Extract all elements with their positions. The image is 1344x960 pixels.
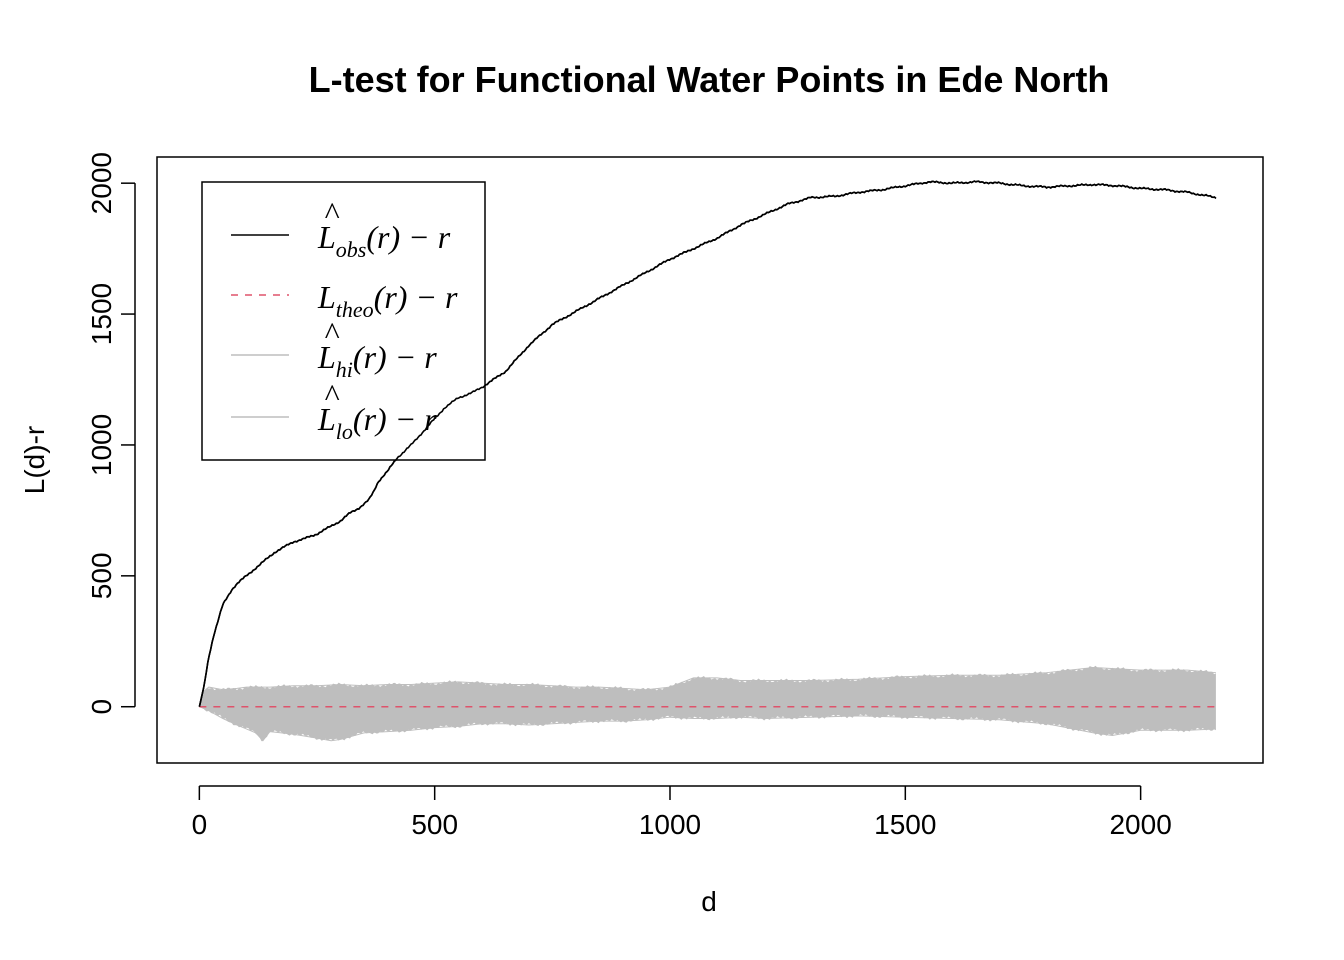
legend-label: Lhi(r) − r — [317, 339, 437, 382]
series-lo-line — [199, 706, 1216, 742]
plot-area — [198, 180, 1217, 742]
legend-label: Ltheo(r) − r — [317, 279, 458, 322]
y-tick-label: 0 — [86, 699, 117, 715]
y-axis-label: L(d)-r — [19, 426, 50, 494]
x-tick-label: 1500 — [874, 809, 936, 840]
x-axis: 0 500 1000 1500 2000 — [192, 785, 1172, 840]
x-axis-label: d — [701, 886, 717, 917]
x-tick-label: 500 — [411, 809, 458, 840]
y-tick-label: 1500 — [86, 283, 117, 345]
x-tick-label: 2000 — [1109, 809, 1171, 840]
legend-label: Llo(r) − r — [317, 401, 437, 444]
legend-box — [201, 181, 486, 461]
y-axis: 0 500 1000 1500 2000 — [86, 152, 136, 715]
legend-hat-icon: ^ — [324, 377, 340, 413]
envelope-band — [199, 665, 1216, 742]
x-tick-label: 1000 — [639, 809, 701, 840]
x-tick-label: 0 — [192, 809, 208, 840]
series-hi-line — [198, 666, 1216, 707]
y-tick-label: 500 — [86, 552, 117, 599]
y-tick-label: 2000 — [86, 152, 117, 214]
y-tick-label: 1000 — [86, 414, 117, 476]
series-obs-line — [198, 180, 1217, 707]
legend-label: Lobs(r) − r — [317, 219, 451, 262]
legend-hat-icon: ^ — [324, 195, 340, 231]
legend-hat-icon: ^ — [324, 315, 340, 351]
chart-title: L-test for Functional Water Points in Ed… — [309, 59, 1110, 100]
plot-frame — [156, 156, 1264, 764]
